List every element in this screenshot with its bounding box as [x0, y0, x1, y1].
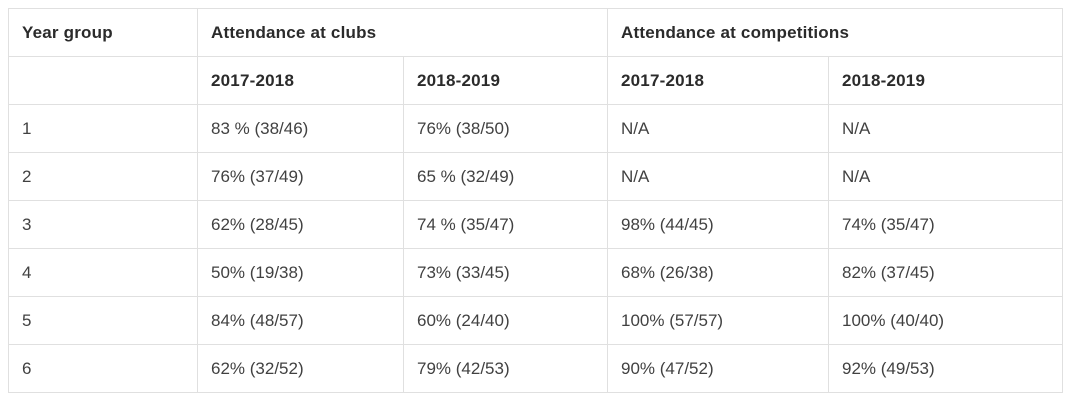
year-group-cell: 6 — [8, 344, 198, 393]
competitions-2017-2018-cell: N/A — [607, 104, 829, 153]
year-group-cell: 3 — [8, 200, 198, 249]
competitions-2018-2019-cell: 82% (37/45) — [828, 248, 1063, 297]
table-row: 2 76% (37/49) 65 % (32/49) N/A N/A — [8, 152, 1063, 201]
subheader-competitions-2018-2019: 2018-2019 — [828, 56, 1063, 105]
header-year-row: 2017-2018 2018-2019 2017-2018 2018-2019 — [8, 56, 1063, 105]
header-year-group: Year group — [8, 8, 198, 57]
competitions-2017-2018-cell: 90% (47/52) — [607, 344, 829, 393]
competitions-2018-2019-cell: 92% (49/53) — [828, 344, 1063, 393]
subheader-clubs-2018-2019: 2018-2019 — [403, 56, 608, 105]
clubs-2017-2018-cell: 50% (19/38) — [197, 248, 404, 297]
year-group-cell: 2 — [8, 152, 198, 201]
competitions-2017-2018-cell: 100% (57/57) — [607, 296, 829, 345]
table-row: 1 83 % (38/46) 76% (38/50) N/A N/A — [8, 104, 1063, 153]
attendance-table: Year group Attendance at clubs Attendanc… — [8, 8, 1063, 393]
table-row: 3 62% (28/45) 74 % (35/47) 98% (44/45) 7… — [8, 200, 1063, 249]
competitions-2018-2019-cell: 100% (40/40) — [828, 296, 1063, 345]
year-group-cell: 5 — [8, 296, 198, 345]
clubs-2017-2018-cell: 62% (32/52) — [197, 344, 404, 393]
clubs-2018-2019-cell: 60% (24/40) — [403, 296, 608, 345]
clubs-2017-2018-cell: 62% (28/45) — [197, 200, 404, 249]
header-clubs-group: Attendance at clubs — [197, 8, 608, 57]
competitions-2017-2018-cell: 68% (26/38) — [607, 248, 829, 297]
header-competitions-group: Attendance at competitions — [607, 8, 1063, 57]
clubs-2018-2019-cell: 73% (33/45) — [403, 248, 608, 297]
clubs-2017-2018-cell: 76% (37/49) — [197, 152, 404, 201]
competitions-2018-2019-cell: 74% (35/47) — [828, 200, 1063, 249]
table-row: 4 50% (19/38) 73% (33/45) 68% (26/38) 82… — [8, 248, 1063, 297]
subheader-empty — [8, 56, 198, 105]
clubs-2018-2019-cell: 76% (38/50) — [403, 104, 608, 153]
competitions-2017-2018-cell: 98% (44/45) — [607, 200, 829, 249]
year-group-cell: 1 — [8, 104, 198, 153]
subheader-clubs-2017-2018: 2017-2018 — [197, 56, 404, 105]
clubs-2018-2019-cell: 74 % (35/47) — [403, 200, 608, 249]
clubs-2017-2018-cell: 84% (48/57) — [197, 296, 404, 345]
year-group-cell: 4 — [8, 248, 198, 297]
competitions-2018-2019-cell: N/A — [828, 152, 1063, 201]
competitions-2017-2018-cell: N/A — [607, 152, 829, 201]
table-row: 5 84% (48/57) 60% (24/40) 100% (57/57) 1… — [8, 296, 1063, 345]
clubs-2017-2018-cell: 83 % (38/46) — [197, 104, 404, 153]
competitions-2018-2019-cell: N/A — [828, 104, 1063, 153]
clubs-2018-2019-cell: 65 % (32/49) — [403, 152, 608, 201]
table-row: 6 62% (32/52) 79% (42/53) 90% (47/52) 92… — [8, 344, 1063, 393]
subheader-competitions-2017-2018: 2017-2018 — [607, 56, 829, 105]
header-group-row: Year group Attendance at clubs Attendanc… — [8, 8, 1063, 57]
clubs-2018-2019-cell: 79% (42/53) — [403, 344, 608, 393]
